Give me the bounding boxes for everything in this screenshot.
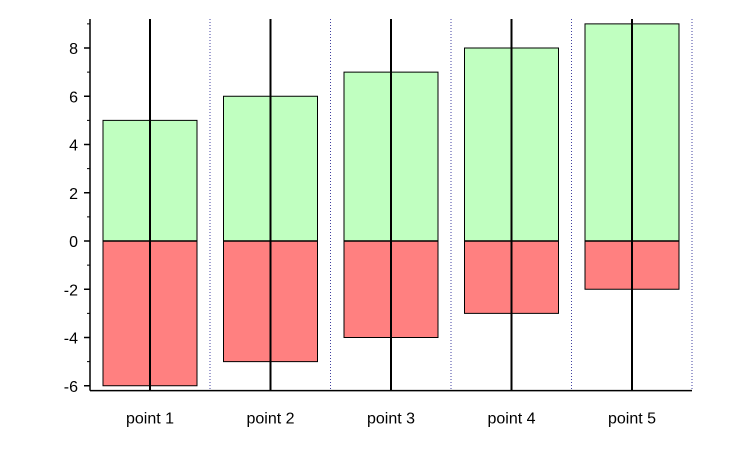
x-tick-label: point 1 [126, 411, 174, 428]
y-tick-label: -4 [64, 331, 78, 348]
y-axis: -6 -4 -2 0 2 4 6 8 [64, 19, 91, 396]
center-lines [103, 19, 679, 391]
y-tick-label: 2 [69, 186, 78, 203]
y-tick-label: 6 [69, 89, 78, 106]
y-tick-label: 4 [69, 138, 78, 155]
y-tick-label: 0 [69, 234, 78, 251]
x-tick-label: point 4 [487, 411, 535, 428]
x-axis: point 1 point 2 point 3 point 4 point 5 [90, 389, 692, 428]
x-tick-label: point 3 [367, 411, 415, 428]
y-tick-label: -2 [64, 282, 78, 299]
x-tick-label: point 2 [246, 411, 294, 428]
category-separators [209, 19, 693, 391]
y-tick-label: 8 [69, 41, 78, 58]
x-tick-label: point 5 [608, 411, 656, 428]
y-tick-label: -6 [64, 379, 78, 396]
